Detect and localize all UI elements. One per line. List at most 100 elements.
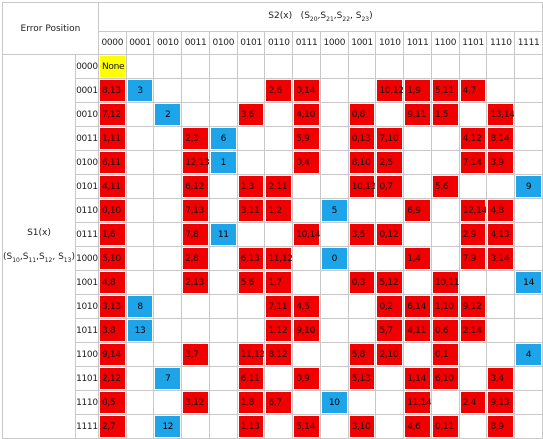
grid-cell	[236, 126, 266, 151]
grid-cell: 1	[208, 150, 238, 175]
row-header-0001: 0001	[74, 78, 99, 103]
column-header-0000: 0000	[97, 31, 127, 55]
grid-cell	[347, 198, 377, 223]
s2-sym-0: S	[304, 11, 310, 22]
grid-cell	[375, 390, 405, 415]
grid-cell: 1,10	[430, 294, 460, 319]
grid-cell: 2,6	[264, 78, 294, 103]
grid-cell	[292, 270, 321, 295]
grid-cell	[514, 150, 543, 175]
error-pair-mark: 5,7	[377, 320, 403, 341]
grid-cell	[125, 54, 155, 79]
table-row: 1010 3,13 8 7,11 4,5 0,2 6,14 1,10 9,12	[3, 294, 543, 319]
grid-cell: 0,4	[292, 150, 321, 175]
error-pair-mark: 2,11	[266, 176, 292, 197]
grid-cell: 0,6	[430, 318, 460, 343]
grid-cell: 7,11	[264, 294, 294, 319]
grid-cell	[208, 54, 238, 79]
error-pair-mark: 3,9	[488, 152, 514, 173]
error-pair-mark: 6,13	[238, 248, 264, 269]
error-pair-mark: 5,6	[238, 272, 264, 293]
error-pair-mark: 1,10	[432, 296, 458, 317]
column-header-1101: 1101	[458, 31, 488, 55]
error-pair-mark: 1,5	[432, 104, 458, 125]
column-header-1011: 1011	[403, 31, 432, 55]
grid-cell	[458, 366, 488, 391]
grid-cell: 4,13	[486, 222, 516, 247]
grid-cell: 13	[125, 318, 155, 343]
grid-cell	[125, 222, 155, 247]
s1-sym-3: S	[58, 251, 64, 262]
grid-cell	[125, 198, 155, 223]
column-header-1100: 1100	[430, 31, 460, 55]
error-pair-mark: 3,13	[99, 296, 125, 317]
error-pair-mark: 2,12	[99, 368, 125, 389]
grid-cell	[125, 150, 155, 175]
error-pair-mark: 3,8	[99, 320, 125, 341]
grid-cell: 6,7	[264, 390, 294, 415]
error-pair-mark: 4,12	[460, 128, 486, 149]
grid-cell	[319, 414, 349, 439]
table-row: 0010 7,12 2 3,6 4,10 0,8 9,11 1,5 13,14	[3, 102, 543, 127]
grid-cell	[375, 246, 405, 271]
grid-cell	[430, 126, 460, 151]
grid-cell: 1,7	[264, 270, 294, 295]
grid-cell	[458, 414, 488, 439]
row-header-1111: 1111	[74, 414, 99, 439]
error-pair-mark: 0,1	[432, 344, 458, 365]
grid-cell	[375, 102, 405, 127]
error-pair-mark: 1,2	[266, 200, 292, 221]
grid-cell: 8	[125, 294, 155, 319]
grid-cell	[319, 342, 349, 367]
grid-cell	[403, 150, 432, 175]
grid-cell: 9,13	[486, 390, 516, 415]
grid-cell: 11,13	[236, 342, 266, 367]
grid-cell	[486, 54, 516, 79]
grid-cell: 3,4	[486, 366, 516, 391]
grid-cell	[430, 150, 460, 175]
grid-cell	[208, 318, 238, 343]
error-pair-mark: 10,13	[349, 176, 375, 197]
error-pair-mark: 0,12	[377, 224, 403, 245]
error-pair-mark: 0,9	[294, 368, 319, 389]
error-pair-mark: 11,12	[266, 248, 292, 269]
grid-cell: 6,10	[430, 366, 460, 391]
error-pair-mark: 13,14	[488, 104, 514, 125]
grid-cell: 0,5	[97, 390, 127, 415]
grid-cell: 5,14	[292, 414, 321, 439]
error-pair-mark: 7,11	[266, 296, 292, 317]
grid-cell	[236, 78, 266, 103]
error-pair-mark: 4,13	[488, 224, 514, 245]
grid-cell	[514, 126, 543, 151]
grid-cell: 3,11	[236, 198, 266, 223]
grid-cell: 14	[514, 270, 543, 295]
table-row: 1101 2,12 7 6,11 0,9 5,13 1,14 6,10 3,4	[3, 366, 543, 391]
grid-cell: 10	[319, 390, 349, 415]
grid-cell: 7,14	[458, 150, 488, 175]
row-header-0011: 0011	[74, 126, 99, 151]
grid-cell	[264, 222, 294, 247]
grid-cell: 5,6	[430, 174, 460, 199]
row-header-0101: 0101	[74, 174, 99, 199]
grid-cell	[292, 54, 321, 79]
error-pair-mark: 9,13	[488, 392, 514, 413]
grid-cell	[403, 54, 432, 79]
error-pair-mark: 11,14	[405, 392, 430, 413]
grid-cell	[375, 414, 405, 439]
error-pair-mark: 7,13	[183, 200, 208, 221]
s1-sub-0: 10	[12, 256, 20, 264]
grid-cell: 1,6	[97, 222, 127, 247]
grid-cell	[486, 174, 516, 199]
grid-cell: 4,6	[403, 414, 432, 439]
row-header-0010: 0010	[74, 102, 99, 127]
grid-cell	[403, 342, 432, 367]
grid-cell: 0,7	[375, 174, 405, 199]
grid-cell	[208, 342, 238, 367]
grid-cell: 0,8	[347, 102, 377, 127]
grid-cell	[458, 54, 488, 79]
table-row: 1011 3,8 13 1,12 9,10 5,7 4,11 0,6 2,14	[3, 318, 543, 343]
error-pair-mark: 6,7	[266, 392, 292, 413]
grid-cell: 9,14	[97, 342, 127, 367]
grid-cell	[430, 54, 460, 79]
